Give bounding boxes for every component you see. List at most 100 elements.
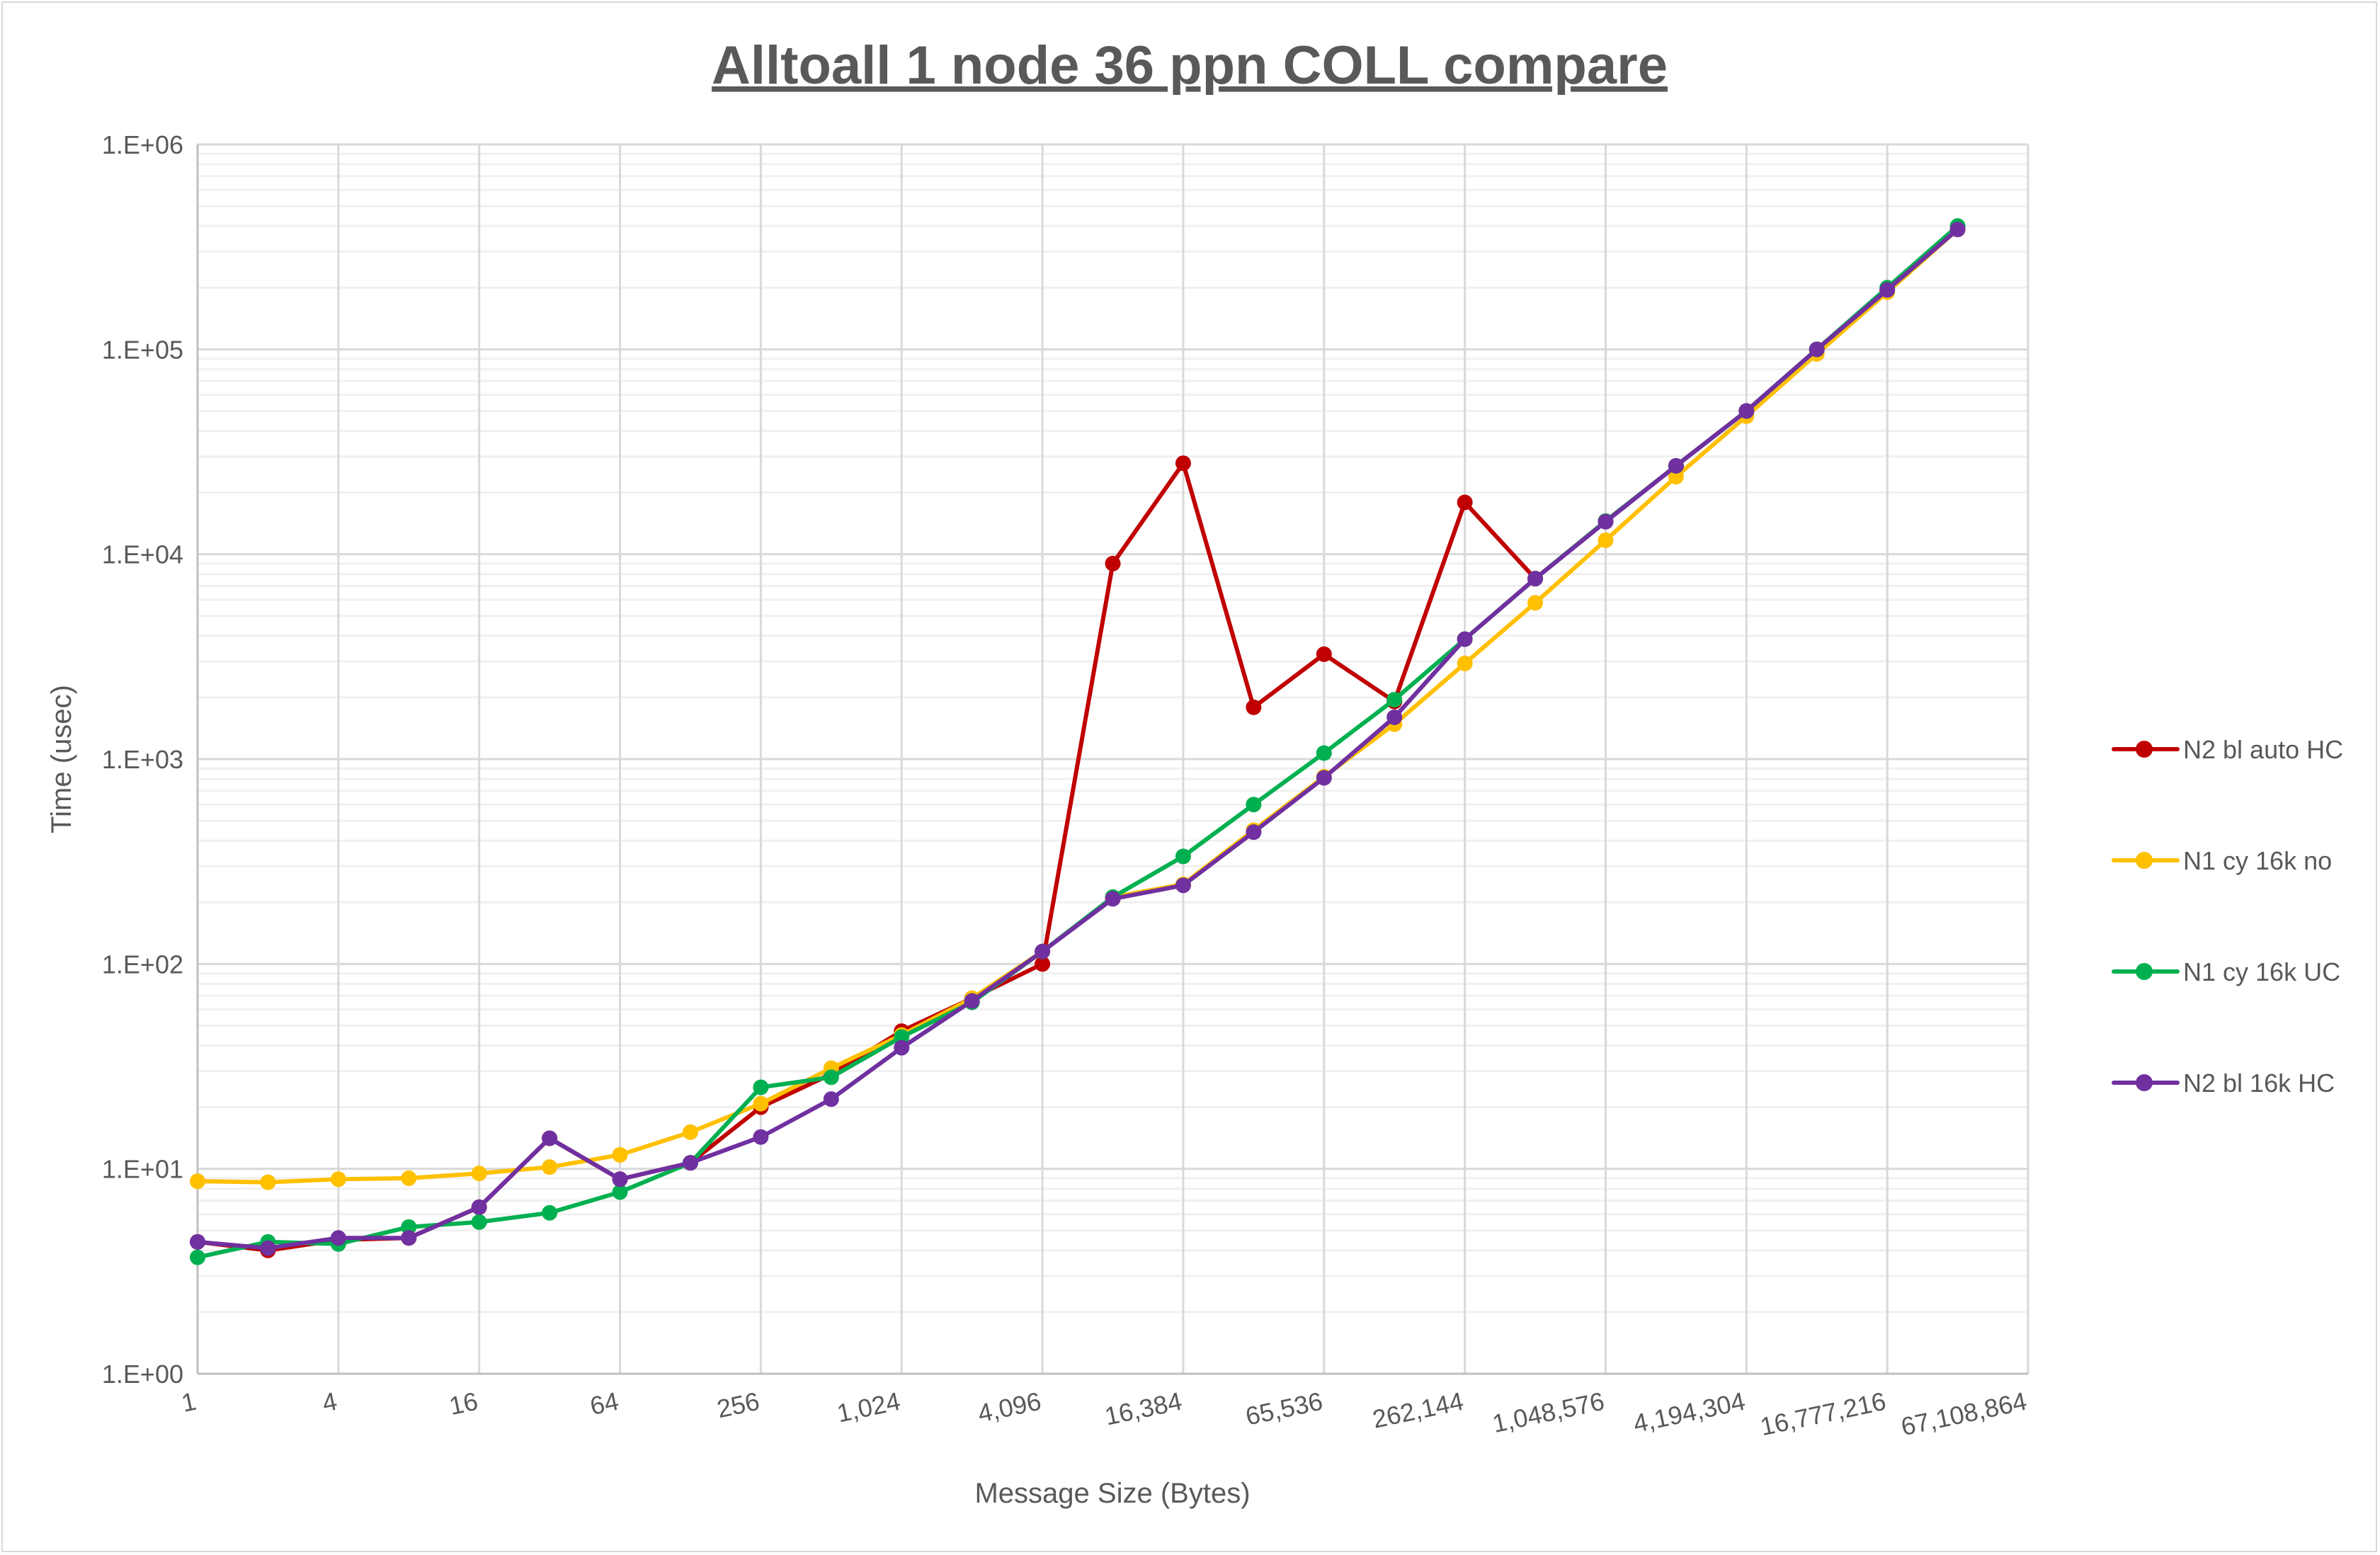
x-tick-label: 16,384 (1102, 1386, 1184, 1431)
legend-swatch-marker (2136, 963, 2153, 980)
data-point (894, 1039, 910, 1056)
data-point (260, 1240, 276, 1256)
x-tick-label: 67,108,864 (1898, 1386, 2029, 1442)
series-line (197, 227, 1959, 1185)
data-point (1035, 956, 1051, 972)
data-point (1246, 797, 1262, 813)
x-tick-label: 4,096 (975, 1386, 1044, 1428)
data-point (1246, 824, 1262, 841)
legend-label: N1 cy 16k no (2183, 846, 2332, 875)
data-point (1879, 282, 1896, 298)
data-point (401, 1219, 417, 1235)
axes: 1.E+00 1.E+01 1.E+02 1.E+03 1.E+04 1.E+05 1.E+… (102, 130, 2029, 1441)
x-tick-label: 4 (319, 1386, 339, 1418)
x-tick-label: 16,777,216 (1758, 1386, 1889, 1442)
data-point (964, 993, 980, 1009)
data-point (1316, 646, 1332, 662)
data-point (1598, 532, 1614, 548)
data-point (1457, 494, 1473, 511)
x-tick-label: 65,536 (1243, 1386, 1325, 1431)
data-point (1457, 631, 1473, 647)
legend: N2 bl auto HC N1 cy 16k no N1 cy 16k UC N2 … (2112, 735, 2343, 1098)
data-point (1738, 403, 1755, 419)
x-tick-label: 262,144 (1370, 1386, 1466, 1434)
series-n2-bl-16k-hc (190, 221, 1966, 1256)
data-point (823, 1069, 839, 1086)
data-point (753, 1079, 769, 1095)
data-point (190, 1234, 205, 1250)
series-n2-bl-auto-hc (190, 221, 1966, 1258)
series-line (197, 227, 1959, 1253)
x-tick-label: 256 (714, 1386, 762, 1424)
data-point (1809, 341, 1825, 358)
data-point (471, 1166, 487, 1182)
legend-swatch-marker (2136, 1074, 2153, 1091)
x-tick-label: 4,194,304 (1631, 1386, 1748, 1438)
legend-item: N2 bl 16k HC (2112, 1069, 2335, 1098)
y-tick-label: 1.E+05 (102, 335, 183, 364)
x-tick-label: 64 (588, 1386, 622, 1420)
x-axis-label: Message Size (Bytes) (974, 1478, 1250, 1509)
data-point (894, 1029, 910, 1045)
data-point (1668, 457, 1684, 474)
data-point (612, 1171, 628, 1187)
data-point (1598, 513, 1614, 530)
data-point (542, 1159, 558, 1175)
data-point (401, 1170, 417, 1186)
data-point (1457, 655, 1473, 671)
y-tick-label: 1.E+06 (102, 130, 183, 159)
data-point (1105, 555, 1121, 571)
data-point (471, 1199, 487, 1215)
x-tick-label: 1,024 (834, 1386, 903, 1428)
data-point (612, 1184, 628, 1200)
data-point (260, 1174, 276, 1190)
data-point (1527, 595, 1544, 611)
data-point (330, 1230, 346, 1246)
data-point (823, 1091, 839, 1107)
data-point (682, 1155, 698, 1171)
legend-label: N2 bl 16k HC (2183, 1069, 2335, 1098)
data-point (1105, 891, 1121, 907)
x-tick-label: 1 (179, 1386, 199, 1418)
data-point (1387, 709, 1403, 725)
data-point (1035, 943, 1051, 959)
series-group (190, 218, 1966, 1265)
data-point (612, 1146, 628, 1163)
data-point (1175, 848, 1191, 865)
y-axis-label: Time (usec) (46, 685, 77, 833)
grid (196, 143, 2029, 1375)
data-point (1316, 770, 1332, 786)
data-point (753, 1129, 769, 1145)
y-tick-label: 1.E+02 (102, 950, 183, 979)
data-point (753, 1095, 769, 1112)
legend-swatch-marker (2136, 852, 2153, 869)
chart-title: Alltoall 1 node 36 ppn COLL compare (712, 35, 1668, 96)
data-point (1246, 699, 1262, 715)
x-tick-label: 1,048,576 (1490, 1386, 1607, 1438)
series-line (197, 227, 1959, 1251)
data-point (682, 1124, 698, 1140)
data-point (471, 1214, 487, 1230)
data-point (1949, 221, 1966, 237)
y-tick-label: 1.E+03 (102, 745, 183, 774)
legend-swatch-marker (2136, 741, 2153, 758)
y-tick-label: 1.E+00 (102, 1360, 183, 1389)
data-point (1175, 455, 1191, 472)
y-tick-label: 1.E+01 (102, 1155, 183, 1184)
data-point (1527, 571, 1544, 587)
data-point (401, 1230, 417, 1246)
data-point (1175, 877, 1191, 894)
data-point (1316, 745, 1332, 761)
data-point (1668, 469, 1684, 485)
data-point (1387, 692, 1403, 708)
data-point (330, 1171, 346, 1187)
data-point (190, 1173, 205, 1190)
data-point (542, 1130, 558, 1146)
data-point (190, 1249, 205, 1265)
data-point (542, 1204, 558, 1221)
y-tick-label: 1.E+04 (102, 540, 183, 569)
x-tick-label: 16 (447, 1386, 481, 1420)
legend-item: N2 bl auto HC (2112, 735, 2343, 764)
